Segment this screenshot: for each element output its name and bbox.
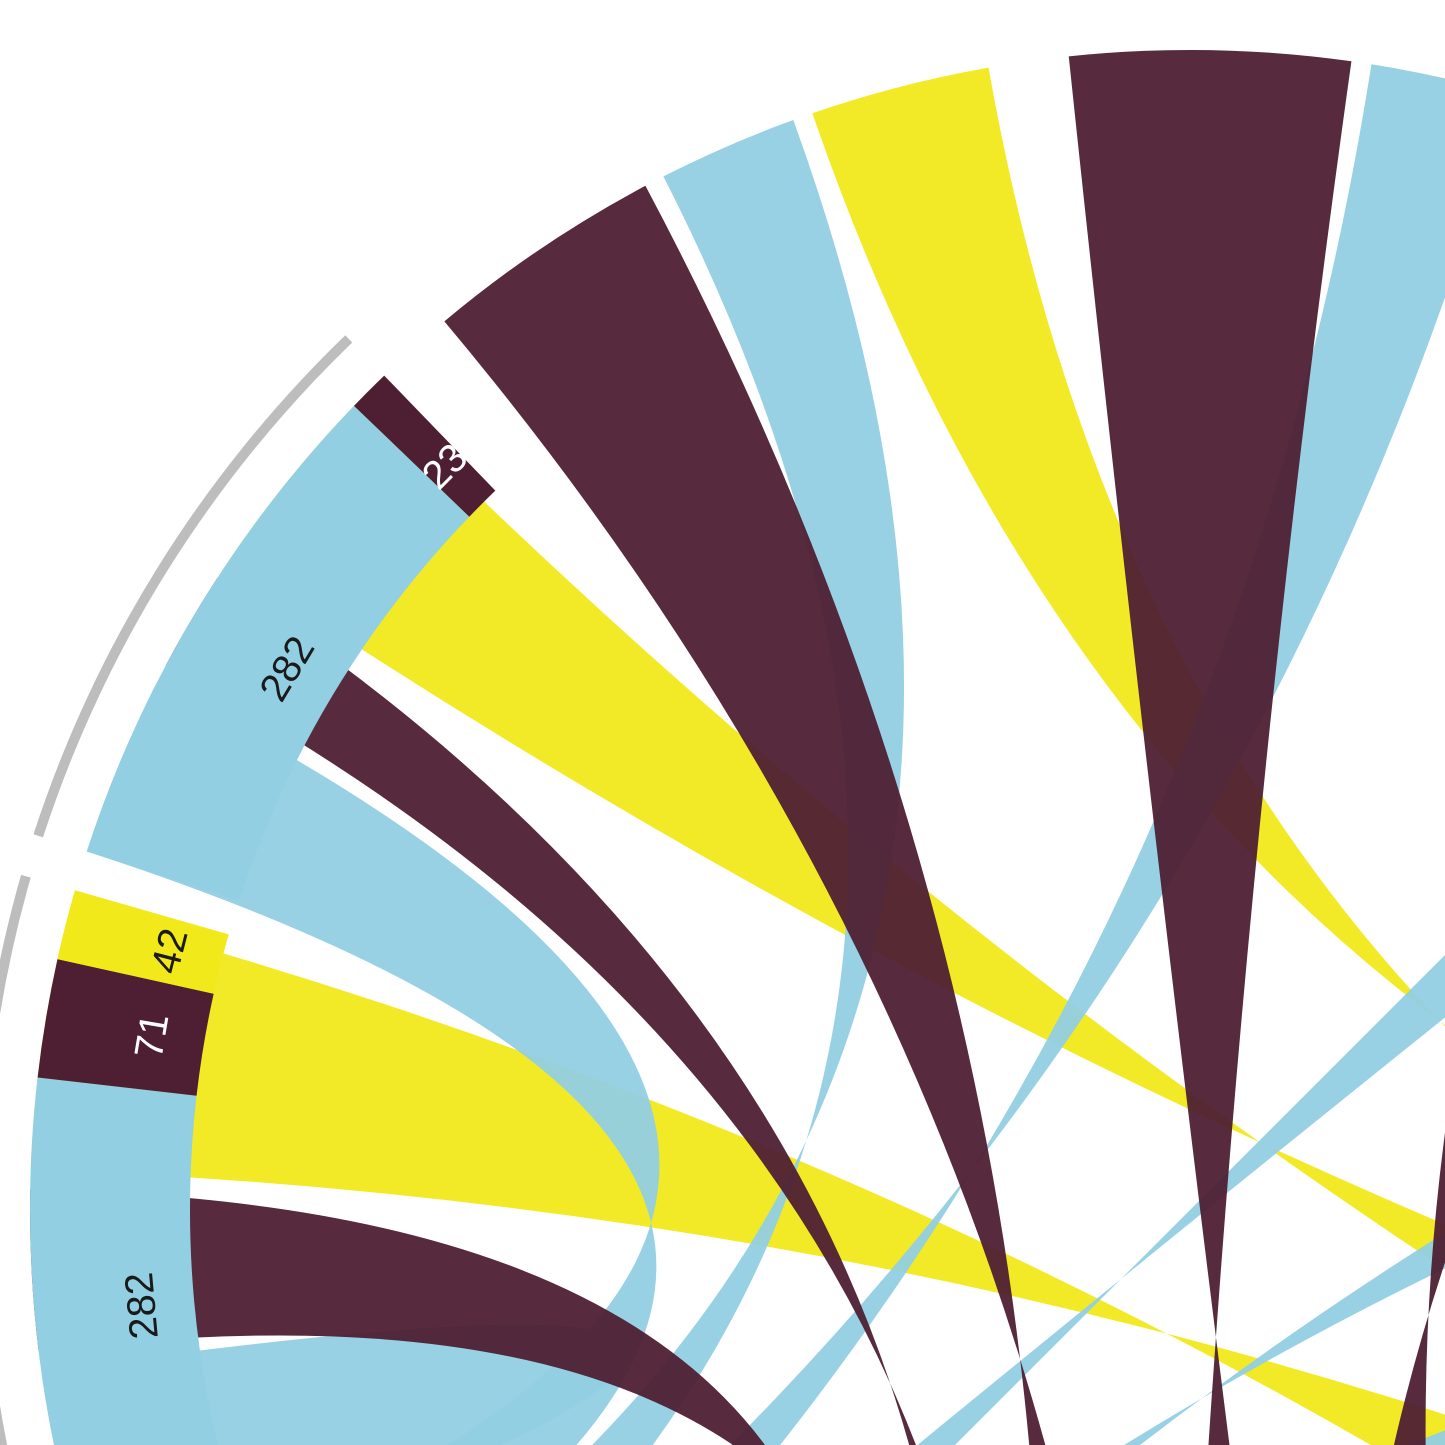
- segment-value: 71: [127, 1010, 178, 1061]
- chord-ribbon: [1069, 50, 1352, 1445]
- chord-diagram: GamesGoalsAssists2827142R Blake28223: [0, 0, 1445, 1445]
- segment-value: 282: [117, 1271, 167, 1341]
